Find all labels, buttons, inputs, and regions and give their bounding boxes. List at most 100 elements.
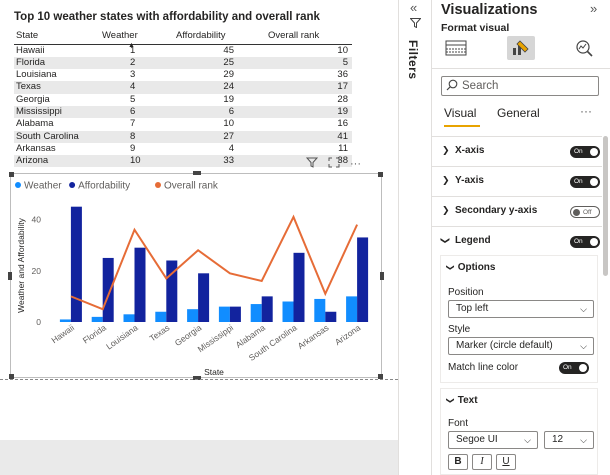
chevron-down-icon: ❯ xyxy=(445,397,455,404)
bar-weather xyxy=(123,314,135,322)
resize-handle-bottom[interactable] xyxy=(193,376,201,380)
table-row[interactable]: Georgia 5 19 28 xyxy=(14,94,352,106)
build-visual-icon[interactable] xyxy=(442,36,470,60)
resize-handle-left[interactable] xyxy=(8,272,12,280)
position-dropdown[interactable]: Top left ⌵ xyxy=(448,300,594,318)
x-tick-label: Hawaii xyxy=(49,322,76,345)
cell-overall-rank: 16 xyxy=(337,118,348,130)
table-row[interactable]: Hawaii 1 45 10 xyxy=(14,44,352,57)
cell-state: Hawaii xyxy=(16,44,45,56)
section-legend[interactable]: ❯ Legend On xyxy=(432,226,602,254)
column-header-overall-rank[interactable]: Overall rank xyxy=(266,28,352,45)
focus-mode-icon[interactable] xyxy=(328,157,340,171)
font-size-dropdown[interactable]: 12 ⌵ xyxy=(544,431,594,449)
table-row[interactable]: Florida 2 25 5 xyxy=(14,56,352,70)
italic-button[interactable]: I xyxy=(472,454,492,470)
match-line-color-toggle[interactable]: On xyxy=(559,362,589,374)
resize-handle-right[interactable] xyxy=(380,272,384,280)
bar-affordability xyxy=(102,257,114,322)
legend-text-card: ❯ Text Font Segoe UI ⌵ 12 ⌵ B I U xyxy=(440,388,598,475)
options-header[interactable]: ❯ Options xyxy=(446,262,496,273)
cell-weather: 10 xyxy=(100,155,174,168)
bar-weather xyxy=(91,316,103,322)
font-family-dropdown[interactable]: Segoe UI ⌵ xyxy=(448,431,538,449)
section-label: Legend xyxy=(455,235,491,246)
pane-scrollbar[interactable] xyxy=(603,136,608,276)
bold-button[interactable]: B xyxy=(448,454,468,470)
chevron-down-icon: ❯ xyxy=(440,236,451,245)
filter-icon[interactable] xyxy=(305,157,319,171)
font-size-value: 12 xyxy=(552,434,564,445)
canvas-footer xyxy=(0,440,398,475)
resize-handle-bottom-left[interactable] xyxy=(9,374,14,379)
table-row[interactable]: Mississippi 6 6 19 xyxy=(14,105,352,119)
cell-state: Arizona xyxy=(14,155,100,168)
column-header-weather[interactable]: Weather ▲ xyxy=(100,28,174,49)
chevron-down-icon: ⌵ xyxy=(524,435,531,445)
section-x-axis[interactable]: ❯ X-axis On xyxy=(432,136,602,164)
cell-affordability: 33 xyxy=(174,155,266,168)
visualizations-title: Visualizations xyxy=(441,2,538,18)
table-row[interactable]: Louisiana 3 29 36 xyxy=(14,69,352,81)
secondary-y-axis-toggle[interactable]: Off xyxy=(570,206,600,218)
column-header-state[interactable]: State xyxy=(14,28,100,45)
bar-affordability xyxy=(261,296,273,322)
cell-state: Arkansas xyxy=(16,142,56,154)
format-icon-bar xyxy=(432,36,610,62)
chevron-down-icon: ⌵ xyxy=(580,304,587,314)
chart-visual[interactable]: Weather Affordability Overall rank 0 20 40 Wea… xyxy=(8,171,384,380)
legend-marker xyxy=(155,182,161,188)
style-dropdown[interactable]: Marker (circle default) ⌵ xyxy=(448,337,594,355)
chevron-right-icon: ❯ xyxy=(442,145,450,155)
more-options-icon[interactable]: ··· xyxy=(350,158,361,170)
resize-handle-top[interactable] xyxy=(193,171,201,175)
table-row[interactable]: Arizona 10 33 38 xyxy=(14,155,352,168)
table-row[interactable]: Alabama 7 10 16 xyxy=(14,118,352,130)
resize-handle-bottom-right[interactable] xyxy=(378,374,383,379)
column-header-affordability[interactable]: Affordability xyxy=(174,28,266,45)
cell-state: Texas xyxy=(14,81,100,94)
y-tick-label: 40 xyxy=(32,215,42,225)
table-row[interactable]: Arkansas 9 4 11 xyxy=(14,143,352,155)
resize-handle-top-left[interactable] xyxy=(9,172,14,177)
pane-divider xyxy=(432,68,610,69)
more-options-icon[interactable]: ··· xyxy=(580,104,592,118)
table-visual[interactable]: Top 10 weather states with affordability… xyxy=(8,6,360,168)
column-header-weather-label: Weather xyxy=(102,30,138,42)
section-y-axis[interactable]: ❯ Y-axis On xyxy=(432,166,602,194)
cell-weather: 8 xyxy=(100,130,174,143)
collapse-filters-icon[interactable]: « xyxy=(410,0,418,15)
data-table: State Weather ▲ Affordability Overall ra… xyxy=(14,28,352,168)
text-header[interactable]: ❯ Text xyxy=(445,395,478,406)
style-value: Marker (circle default) xyxy=(456,340,553,351)
table-row[interactable]: Texas 4 24 17 xyxy=(14,81,352,94)
tab-active-indicator xyxy=(444,125,480,127)
format-tabs: Visual General ··· xyxy=(432,104,610,128)
cell-state: Florida xyxy=(14,56,100,70)
legend-toggle[interactable]: On xyxy=(570,236,600,248)
section-secondary-y-axis[interactable]: ❯ Secondary y-axis Off xyxy=(432,196,602,224)
cell-overall-rank: 10 xyxy=(337,44,348,56)
section-label: Secondary y-axis xyxy=(455,205,538,216)
tab-general[interactable]: General xyxy=(497,106,540,120)
y-axis-toggle[interactable]: On xyxy=(570,176,600,188)
format-visual-icon[interactable] xyxy=(507,36,535,60)
filters-pane-collapsed[interactable]: « Filters xyxy=(398,0,432,475)
chevron-right-icon: ❯ xyxy=(442,205,450,215)
analytics-icon[interactable] xyxy=(570,36,598,60)
underline-button[interactable]: U xyxy=(496,454,516,470)
tab-visual[interactable]: Visual xyxy=(444,106,477,120)
table-row[interactable]: South Carolina 8 27 41 xyxy=(14,130,352,143)
bar-affordability xyxy=(293,252,305,322)
cell-overall-rank: 5 xyxy=(266,56,352,70)
x-axis-toggle[interactable]: On xyxy=(570,146,600,158)
search-input[interactable]: Search xyxy=(441,76,599,96)
cell-weather: 2 xyxy=(100,56,174,70)
resize-handle-top-right[interactable] xyxy=(378,172,383,177)
section-label: Y-axis xyxy=(455,175,484,186)
chevron-down-icon: ⌵ xyxy=(580,341,587,351)
bar-weather xyxy=(187,309,199,322)
cell-overall-rank: 17 xyxy=(266,81,352,94)
cell-overall-rank: 36 xyxy=(337,69,348,81)
expand-pane-icon[interactable]: » xyxy=(590,1,598,16)
